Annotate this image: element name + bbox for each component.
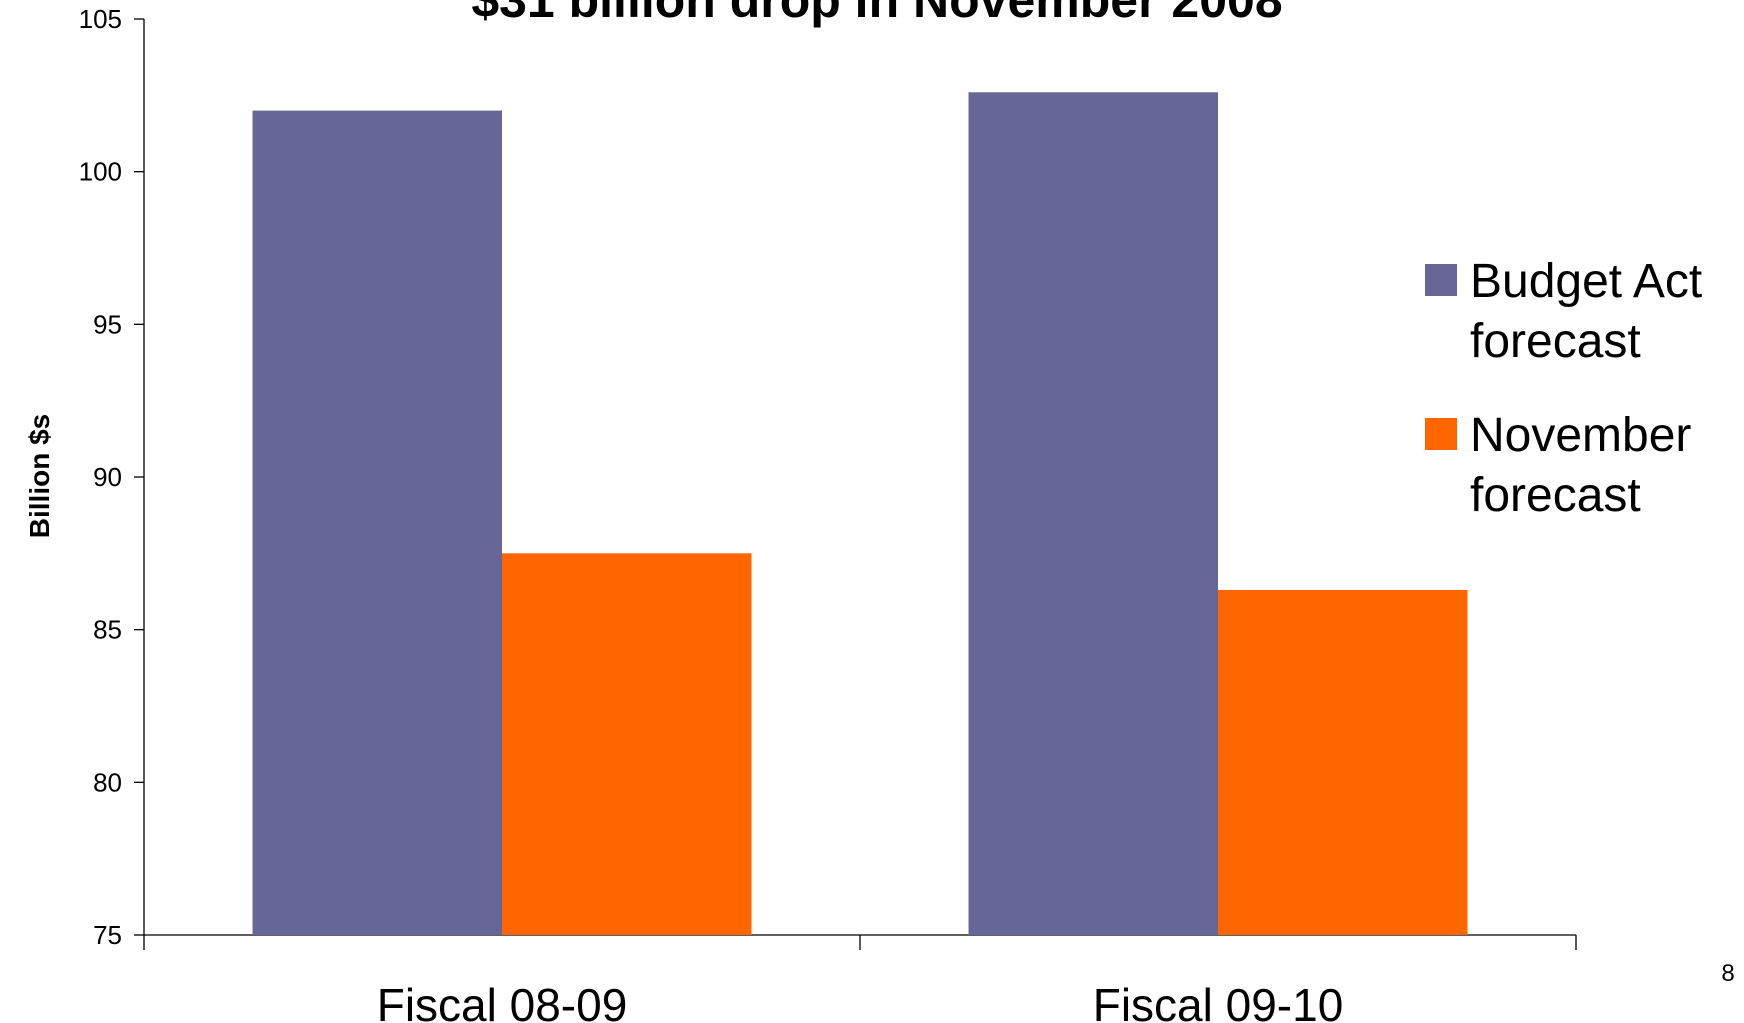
y-axis-label: Billion $s — [24, 414, 55, 538]
x-axis: Fiscal 08-09 Fiscal 09-10 — [143, 934, 1577, 1023]
bar-november-1 — [502, 553, 752, 935]
legend-label: November forecast — [1470, 409, 1691, 522]
legend-swatch — [1425, 264, 1457, 296]
chart-title: $31 billion drop in November 2008 — [471, 0, 1282, 28]
y-tick-label: 90 — [93, 462, 122, 492]
legend-swatch — [1425, 418, 1457, 450]
bar-budget-act-1 — [252, 110, 502, 936]
y-tick-label: 80 — [93, 767, 122, 797]
bar-budget-act-2 — [968, 92, 1218, 935]
y-tick-label: 95 — [93, 309, 122, 339]
legend-label: Budget Act forecast — [1470, 255, 1702, 368]
legend: Budget Act forecast November forecast — [1425, 255, 1702, 522]
bar-november-2 — [1218, 589, 1468, 935]
x-tick-label: Fiscal 08-09 — [377, 979, 628, 1023]
y-tick-label: 100 — [79, 157, 122, 187]
x-tick-label: Fiscal 09-10 — [1093, 979, 1344, 1023]
bars — [252, 92, 1468, 936]
y-tick-label: 105 — [79, 4, 122, 34]
y-tick-label: 85 — [93, 615, 122, 645]
page-number: 8 — [1721, 960, 1734, 987]
y-tick-label: 75 — [93, 920, 122, 950]
y-axis: 75 80 85 90 95 100 105 — [79, 4, 145, 950]
